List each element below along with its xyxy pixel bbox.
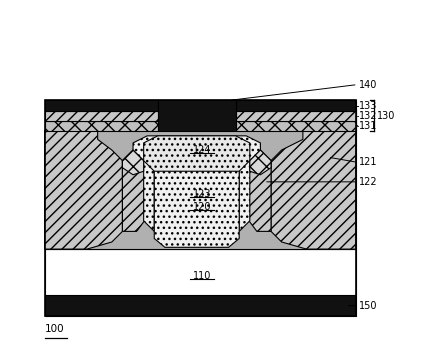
Polygon shape bbox=[122, 150, 144, 175]
Bar bbox=[45, 249, 356, 295]
Text: 150: 150 bbox=[359, 301, 377, 311]
Bar bbox=[236, 121, 356, 130]
Bar bbox=[45, 100, 158, 111]
Bar bbox=[45, 111, 158, 121]
Text: 124: 124 bbox=[193, 145, 211, 155]
Text: 110: 110 bbox=[193, 271, 211, 281]
Polygon shape bbox=[246, 143, 271, 231]
Text: 132: 132 bbox=[359, 111, 377, 121]
Text: 121: 121 bbox=[359, 157, 377, 167]
Text: 120: 120 bbox=[193, 202, 211, 212]
Polygon shape bbox=[154, 157, 239, 247]
Text: 100: 100 bbox=[45, 324, 64, 334]
Polygon shape bbox=[144, 136, 250, 171]
Polygon shape bbox=[133, 136, 260, 231]
Bar bbox=[236, 111, 356, 121]
Bar bbox=[45, 295, 356, 316]
Polygon shape bbox=[250, 150, 271, 175]
Polygon shape bbox=[271, 130, 356, 249]
Text: 122: 122 bbox=[359, 177, 377, 187]
Bar bbox=[45, 121, 158, 130]
Bar bbox=[158, 100, 236, 130]
Text: 140: 140 bbox=[359, 80, 377, 90]
Bar bbox=[236, 100, 356, 111]
Polygon shape bbox=[45, 130, 122, 249]
Bar bbox=[45, 109, 356, 249]
Text: 123: 123 bbox=[193, 189, 211, 199]
Text: 133: 133 bbox=[359, 101, 377, 111]
Bar bbox=[45, 100, 356, 316]
Polygon shape bbox=[122, 143, 147, 231]
Text: 131: 131 bbox=[359, 121, 377, 130]
Text: 130: 130 bbox=[377, 110, 396, 120]
